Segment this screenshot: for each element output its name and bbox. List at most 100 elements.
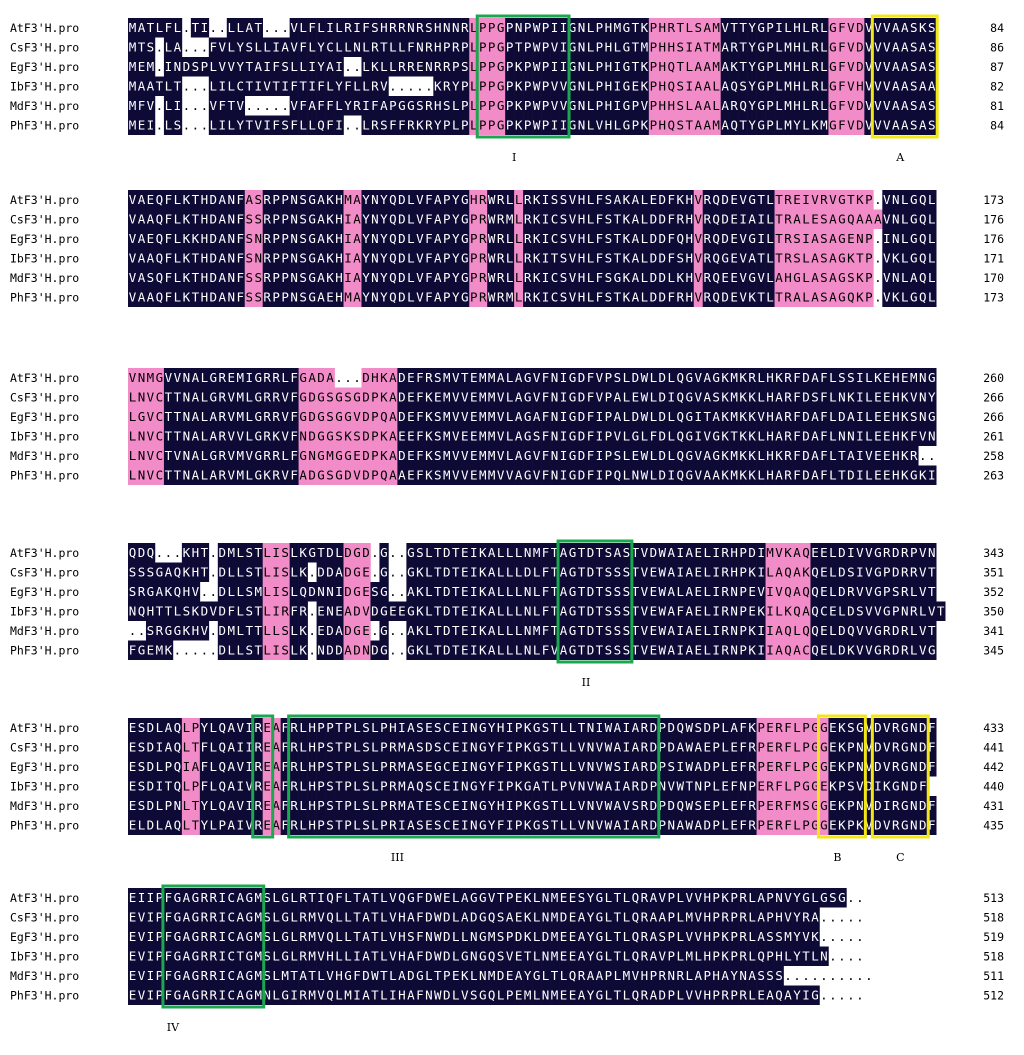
species-label: EgF3'H.pro [10, 410, 79, 424]
residue-shade [298, 229, 308, 249]
residue: R [721, 545, 729, 560]
residue: E [317, 604, 325, 619]
residue: R [290, 720, 298, 735]
residue-shade [532, 229, 542, 249]
residue-shade [199, 57, 210, 77]
residue-shade [397, 115, 407, 135]
residue: A [254, 59, 262, 74]
residue: L [201, 448, 209, 463]
residue-shade [612, 96, 623, 116]
residue: L [721, 759, 729, 774]
residue: R [290, 779, 298, 794]
residue: A [389, 390, 397, 405]
residue: Q [712, 290, 720, 305]
residue: R [784, 231, 792, 246]
residue-shade [433, 76, 443, 96]
residue-shade [532, 209, 542, 229]
residue: P [272, 290, 280, 305]
residue: T [739, 20, 747, 35]
residue: L [263, 643, 271, 658]
residue-shade [217, 387, 228, 407]
residue: S [542, 720, 550, 735]
residue-shade [675, 57, 686, 77]
residue: L [506, 448, 514, 463]
residue-shade [334, 268, 344, 288]
residue-shade [316, 18, 326, 38]
residue-shade [810, 18, 820, 38]
residue: T [578, 545, 586, 560]
residue: V [506, 468, 514, 483]
residue-shade [253, 18, 263, 38]
residue-shade [397, 37, 407, 57]
residue: Q [219, 740, 227, 755]
residue: N [407, 20, 415, 35]
residue: F [542, 643, 550, 658]
residue: . [219, 20, 227, 35]
residue-shade [648, 96, 659, 116]
residue: Q [919, 231, 927, 246]
residue-shade [343, 387, 353, 407]
residue-shade [882, 368, 892, 388]
residue: L [290, 59, 298, 74]
residue-shade [316, 426, 326, 446]
residue: S [928, 40, 936, 55]
residue: P [596, 40, 604, 55]
residue-shade [909, 57, 919, 77]
residue: L [829, 623, 837, 638]
residue: F [542, 390, 550, 405]
residue-shade [550, 387, 560, 407]
residue-shade [864, 368, 874, 388]
residue-shade [720, 18, 730, 38]
residue-shade [289, 190, 299, 210]
residue: N [856, 759, 864, 774]
residue: E [452, 740, 460, 755]
residue-shade [855, 407, 865, 427]
residue-shade [783, 37, 793, 57]
residue-shade [424, 229, 434, 249]
residue: P [596, 59, 604, 74]
residue: S [928, 59, 936, 74]
residue: I [183, 759, 191, 774]
residue: R [901, 565, 909, 580]
residue-shade [289, 426, 299, 446]
residue: T [201, 545, 209, 560]
residue-shade [909, 190, 919, 210]
residue: R [910, 604, 918, 619]
residue: Q [389, 251, 397, 266]
residue-shade [550, 229, 560, 249]
residue: L [766, 192, 774, 207]
residue: . [156, 59, 164, 74]
species-label: AtF3'H.pro [10, 721, 79, 735]
residue: S [138, 779, 146, 794]
residue: G [928, 370, 936, 385]
residue-shade [711, 76, 721, 96]
residue: L [299, 740, 307, 755]
residue: S [434, 720, 442, 735]
residue-shade [568, 426, 578, 446]
residue: E [228, 370, 236, 385]
residue-shade [334, 190, 344, 210]
residue: T [928, 584, 936, 599]
residue: H [308, 759, 316, 774]
residue: N [901, 604, 909, 619]
residue: S [712, 390, 720, 405]
residue: A [721, 59, 729, 74]
residue-shade [325, 426, 335, 446]
residue-shade [684, 248, 695, 268]
residue: S [614, 448, 622, 463]
residue: F [820, 468, 828, 483]
residue-shade [199, 426, 210, 446]
residue: V [147, 429, 155, 444]
residue: F [542, 565, 550, 580]
residue: Q [739, 98, 747, 113]
residue: R [497, 212, 505, 227]
residue-shade [406, 268, 416, 288]
residue: L [201, 370, 209, 385]
residue: A [219, 212, 227, 227]
residue-shade [460, 37, 470, 57]
residue: Y [236, 59, 244, 74]
residue-shade [226, 368, 237, 388]
residue-shade [603, 287, 614, 307]
residue: H [766, 390, 774, 405]
residue: V [245, 448, 253, 463]
